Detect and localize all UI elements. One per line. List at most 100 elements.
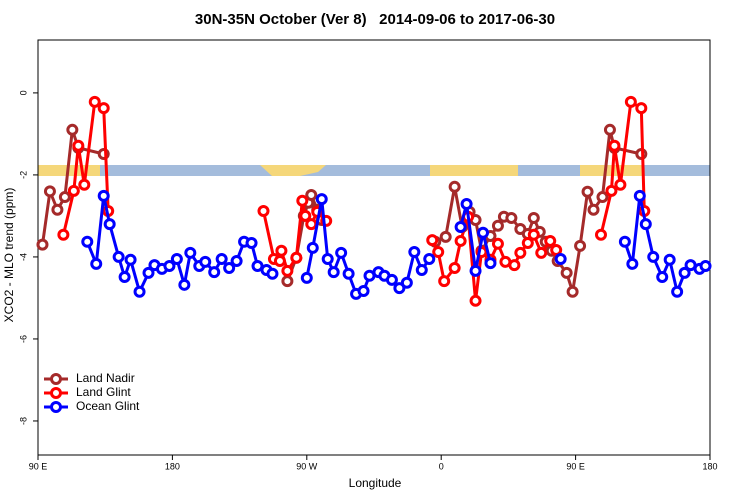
point <box>230 255 243 268</box>
point <box>618 235 631 248</box>
point <box>560 266 573 279</box>
point <box>275 244 288 257</box>
x-tick-label: 90 E <box>29 461 48 471</box>
point <box>296 194 309 207</box>
point <box>554 252 567 265</box>
y-tick-label: -4 <box>18 253 28 261</box>
point <box>393 282 406 295</box>
point <box>603 123 616 136</box>
point <box>306 241 319 254</box>
point <box>608 139 621 152</box>
x-tick-label: 180 <box>702 461 717 471</box>
point <box>43 185 56 198</box>
point <box>426 234 439 247</box>
y-tick-label: -2 <box>18 171 28 179</box>
point <box>163 259 176 272</box>
point <box>300 271 313 284</box>
point <box>587 203 600 216</box>
point <box>699 259 712 272</box>
point <box>36 238 49 251</box>
legend-marker <box>50 387 62 399</box>
point <box>88 95 101 108</box>
point <box>521 236 534 249</box>
point <box>415 264 428 277</box>
legend-marker <box>50 401 62 413</box>
point <box>535 246 548 259</box>
point <box>281 275 294 288</box>
point <box>67 184 80 197</box>
point <box>594 228 607 241</box>
point <box>90 257 103 270</box>
point <box>454 220 467 233</box>
point <box>574 239 587 252</box>
point <box>357 284 370 297</box>
point <box>508 259 521 272</box>
point <box>423 252 436 265</box>
point <box>491 237 504 250</box>
point <box>491 219 504 232</box>
point <box>273 255 286 268</box>
point <box>245 236 258 249</box>
point <box>57 228 70 241</box>
point <box>208 266 221 279</box>
point <box>290 251 303 264</box>
point <box>97 189 110 202</box>
point <box>133 285 146 298</box>
point <box>678 266 691 279</box>
plot-frame <box>37 39 711 456</box>
point <box>400 276 413 289</box>
x-tick-label: 180 <box>165 461 180 471</box>
point <box>550 243 563 256</box>
point <box>299 209 312 222</box>
point <box>97 102 110 115</box>
point <box>656 271 669 284</box>
point <box>566 285 579 298</box>
point <box>438 275 451 288</box>
point <box>448 262 461 275</box>
point <box>514 246 527 259</box>
point <box>118 271 131 284</box>
x-tick-label: 90 W <box>296 461 318 471</box>
point <box>460 198 473 211</box>
point <box>439 230 452 243</box>
y-tick-label: -6 <box>18 335 28 343</box>
point <box>477 226 490 239</box>
point <box>469 264 482 277</box>
point <box>58 191 71 204</box>
point <box>605 184 618 197</box>
legend-label: Ocean Glint <box>76 399 140 413</box>
point <box>633 189 646 202</box>
point <box>614 178 627 191</box>
land-ocean-band <box>38 165 710 176</box>
point <box>505 211 518 224</box>
point <box>647 250 660 263</box>
point <box>103 218 116 231</box>
point <box>178 278 191 291</box>
point <box>321 252 334 265</box>
point <box>469 294 482 307</box>
point <box>327 266 340 279</box>
point <box>596 191 609 204</box>
point <box>315 193 328 206</box>
point <box>142 266 155 279</box>
legend-label: Land Glint <box>76 385 131 399</box>
y-axis-label: XCO2 - MLO trend (ppm) <box>2 188 16 323</box>
point <box>432 246 445 259</box>
x-axis-label: Longitude <box>349 476 402 490</box>
point <box>335 246 348 259</box>
point <box>81 235 94 248</box>
point <box>484 257 497 270</box>
land-band <box>260 165 326 176</box>
x-tick-label: 0 <box>439 461 444 471</box>
ocean-band <box>38 165 710 176</box>
point <box>671 285 684 298</box>
point <box>454 234 467 247</box>
point <box>223 262 236 275</box>
point <box>527 228 540 241</box>
point <box>215 252 228 265</box>
point <box>342 267 355 280</box>
point <box>170 252 183 265</box>
point <box>257 205 270 218</box>
series-line <box>85 195 707 297</box>
